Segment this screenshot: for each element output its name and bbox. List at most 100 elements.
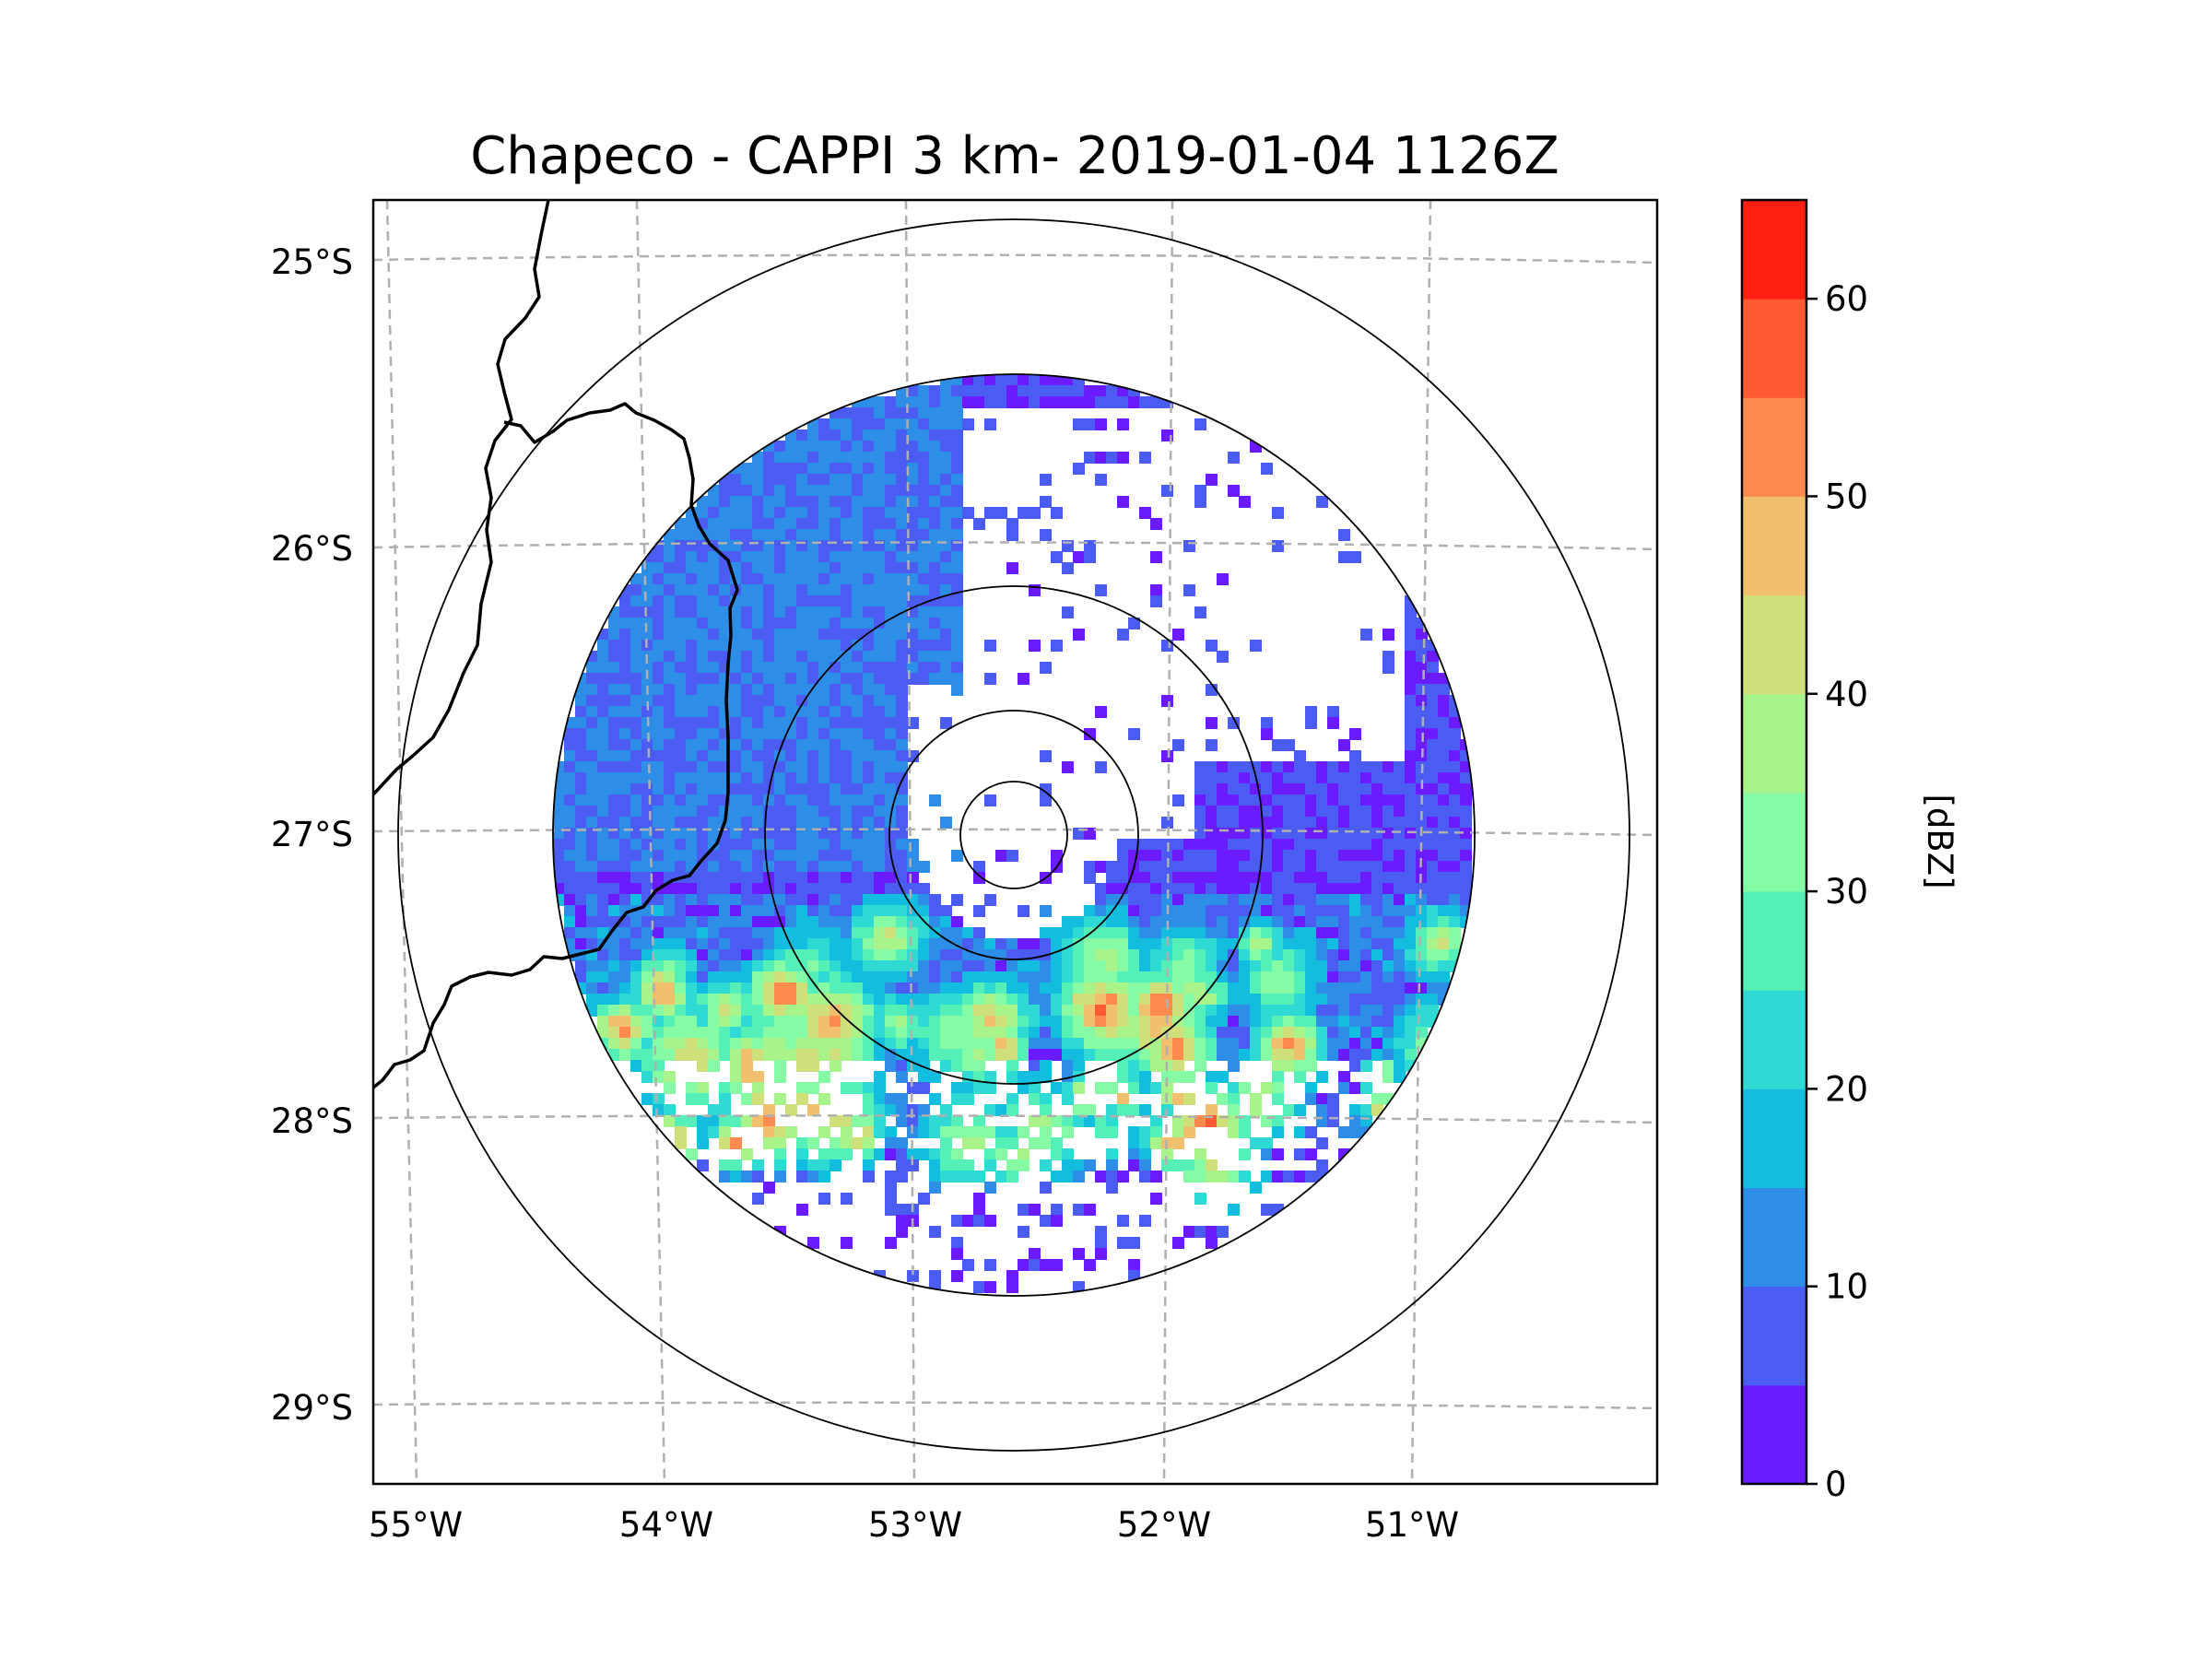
echo-cell bbox=[796, 1093, 808, 1105]
echo-cell bbox=[929, 1027, 941, 1039]
echo-cell bbox=[1128, 883, 1140, 895]
echo-cell bbox=[1305, 916, 1317, 928]
echo-cell bbox=[675, 1016, 687, 1028]
echo-cell bbox=[664, 739, 676, 751]
echo-cell bbox=[1405, 982, 1417, 994]
echo-cell bbox=[1029, 1115, 1041, 1127]
echo-cell bbox=[1194, 960, 1206, 972]
echo-cell bbox=[1139, 905, 1151, 917]
echo-cell bbox=[852, 684, 864, 696]
echo-cell bbox=[852, 905, 864, 917]
echo-cell bbox=[686, 518, 698, 530]
echo-cell bbox=[929, 1270, 941, 1282]
echo-cell bbox=[807, 806, 819, 818]
echo-cell bbox=[774, 562, 786, 574]
echo-cell bbox=[630, 761, 642, 773]
echo-cell bbox=[885, 938, 897, 950]
echo-cell bbox=[807, 761, 819, 773]
echo-cell bbox=[852, 916, 864, 928]
echo-cell bbox=[830, 750, 841, 762]
echo-cell bbox=[741, 573, 753, 585]
echo-cell bbox=[763, 529, 775, 541]
chart-title: Chapeco - CAPPI 3 km- 2019-01-04 1126Z bbox=[470, 126, 1559, 186]
echo-cell bbox=[763, 452, 775, 464]
echo-cell bbox=[830, 739, 841, 751]
echo-cell bbox=[863, 806, 875, 818]
colorbar-tick-label: 40 bbox=[1825, 675, 1868, 714]
echo-cell bbox=[1272, 817, 1284, 829]
echo-cell bbox=[1073, 629, 1085, 641]
echo-cell bbox=[774, 441, 786, 453]
echo-cell bbox=[1018, 385, 1030, 397]
echo-cell bbox=[785, 507, 797, 519]
echo-cell bbox=[995, 374, 1007, 386]
echo-cell bbox=[1438, 684, 1450, 696]
echo-cell bbox=[1117, 1071, 1129, 1083]
echo-cell bbox=[741, 982, 753, 994]
echo-cell bbox=[818, 684, 830, 696]
echo-cell bbox=[918, 1104, 930, 1116]
echo-cell bbox=[741, 1115, 753, 1127]
echo-cell bbox=[730, 806, 742, 818]
echo-cell bbox=[1029, 396, 1041, 408]
echo-cell bbox=[1294, 1060, 1306, 1072]
echo-cell bbox=[1283, 949, 1295, 961]
echo-cell bbox=[1073, 1159, 1085, 1171]
echo-cell bbox=[907, 894, 919, 906]
echo-cell bbox=[1360, 960, 1372, 972]
echo-cell bbox=[1062, 982, 1074, 994]
echo-cell bbox=[995, 1126, 1007, 1138]
echo-cell bbox=[575, 761, 587, 773]
echo-cell bbox=[1018, 1016, 1030, 1028]
echo-cell bbox=[973, 1281, 985, 1293]
echo-cell bbox=[752, 573, 764, 585]
echo-cell bbox=[608, 861, 620, 873]
echo-cell bbox=[664, 982, 676, 994]
echo-cell bbox=[730, 651, 742, 663]
echo-cell bbox=[686, 739, 698, 751]
echo-cell bbox=[586, 927, 598, 939]
echo-cell bbox=[653, 595, 665, 607]
echo-cell bbox=[818, 551, 830, 563]
echo-cell bbox=[918, 618, 930, 629]
echo-cell bbox=[741, 651, 753, 663]
echo-cell bbox=[1261, 927, 1273, 939]
echo-cell bbox=[763, 905, 775, 917]
echo-cell bbox=[841, 850, 853, 862]
echo-cell bbox=[984, 1281, 996, 1293]
echo-cell bbox=[830, 606, 841, 618]
echo-cell bbox=[1150, 1005, 1162, 1017]
echo-cell bbox=[708, 629, 720, 641]
echo-cell bbox=[841, 1237, 853, 1249]
echo-cell bbox=[1316, 1038, 1328, 1050]
echo-cell bbox=[619, 651, 631, 663]
echo-cell bbox=[686, 1082, 698, 1094]
echo-cell bbox=[863, 971, 875, 983]
echo-cell bbox=[630, 584, 642, 596]
echo-cell bbox=[785, 883, 797, 895]
lon-tick-label: 51°W bbox=[1365, 1505, 1459, 1545]
echo-cell bbox=[719, 1093, 731, 1105]
echo-cell bbox=[608, 982, 620, 994]
echo-cell bbox=[1117, 1038, 1129, 1050]
echo-cell bbox=[785, 894, 797, 906]
echo-cell bbox=[1316, 839, 1328, 851]
echo-cell bbox=[1183, 540, 1195, 552]
echo-cell bbox=[1405, 783, 1417, 795]
echo-cell bbox=[1172, 1093, 1184, 1105]
echo-cell bbox=[708, 507, 720, 519]
echo-cell bbox=[1272, 905, 1284, 917]
echo-cell bbox=[785, 618, 797, 629]
echo-cell bbox=[1150, 1171, 1162, 1182]
echo-cell bbox=[1272, 806, 1284, 818]
echo-cell bbox=[774, 861, 786, 873]
echo-cell bbox=[752, 618, 764, 629]
echo-cell bbox=[863, 1126, 875, 1138]
echo-cell bbox=[1327, 1049, 1339, 1061]
echo-cell bbox=[863, 938, 875, 950]
echo-cell bbox=[1194, 1060, 1206, 1072]
echo-cell bbox=[1172, 905, 1184, 917]
echo-cell bbox=[1349, 1082, 1361, 1094]
echo-cell bbox=[686, 883, 698, 895]
echo-cell bbox=[1327, 861, 1339, 873]
